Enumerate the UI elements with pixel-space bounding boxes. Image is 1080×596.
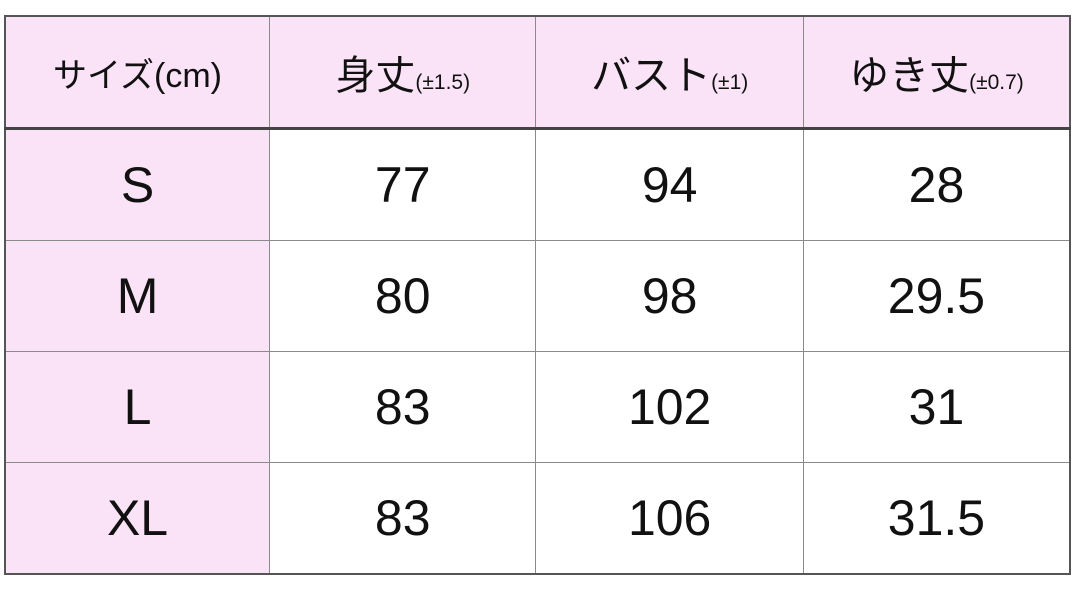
size-cell: XL (4, 462, 271, 575)
header-label: ゆき丈 (849, 54, 970, 98)
header-label: 身丈 (335, 54, 416, 98)
bust-cell: 106 (535, 462, 804, 575)
sleeve-cell: 29.5 (802, 240, 1071, 352)
sleeve-cell: 31 (802, 351, 1071, 463)
table-row: XL 83 106 31.5 (4, 462, 1071, 575)
sleeve-cell: 28 (802, 128, 1071, 241)
header-size: サイズ(cm) (4, 15, 271, 130)
header-length: 身丈(±1.5) (269, 15, 537, 130)
size-cell: S (4, 128, 271, 241)
bust-cell: 102 (535, 351, 804, 463)
size-chart-table: サイズ(cm) 身丈(±1.5) バスト(±1) ゆき丈(±0.7) S 77 … (4, 15, 1071, 575)
header-tolerance: (±1) (711, 71, 749, 94)
table-row: M 80 98 29.5 (4, 240, 1071, 352)
table-row: L 83 102 31 (4, 351, 1071, 463)
bust-cell: 98 (535, 240, 804, 352)
length-cell: 83 (269, 462, 537, 575)
header-tolerance: (±1.5) (415, 71, 471, 94)
size-cell: M (4, 240, 271, 352)
length-cell: 77 (269, 128, 537, 241)
sleeve-cell: 31.5 (802, 462, 1071, 575)
bust-cell: 94 (535, 128, 804, 241)
table-row: S 77 94 28 (4, 128, 1071, 241)
size-cell: L (4, 351, 271, 463)
length-cell: 80 (269, 240, 537, 352)
header-label: バスト (591, 54, 712, 98)
header-sleeve: ゆき丈(±0.7) (802, 15, 1071, 130)
header-row: サイズ(cm) 身丈(±1.5) バスト(±1) ゆき丈(±0.7) (4, 15, 1071, 130)
header-tolerance: (±0.7) (969, 71, 1024, 94)
length-cell: 83 (269, 351, 537, 463)
header-bust: バスト(±1) (535, 15, 804, 130)
header-label: サイズ(cm) (53, 56, 222, 95)
